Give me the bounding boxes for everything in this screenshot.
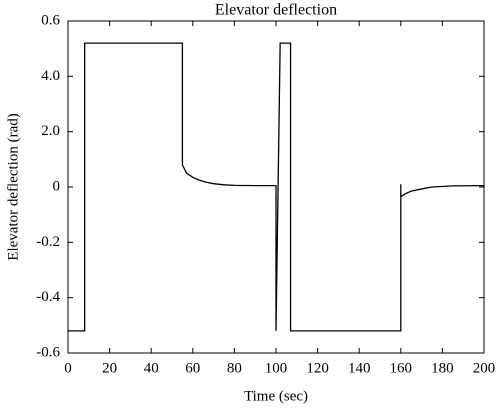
y-tick-label: 0.6 (41, 12, 60, 28)
x-tick-label: 140 (348, 360, 371, 376)
x-tick-label: 180 (431, 360, 454, 376)
x-tick-label: 120 (306, 360, 329, 376)
x-tick-label: 20 (102, 360, 117, 376)
x-tick-label: 40 (144, 360, 159, 376)
x-tick-label: 0 (64, 360, 72, 376)
x-tick-label: 60 (185, 360, 200, 376)
data-line (68, 42, 485, 332)
chart-title: Elevator deflection (215, 2, 337, 19)
x-tick-label: 200 (473, 360, 496, 376)
y-tick-label: 0 (53, 178, 61, 194)
y-tick-label: 2.0 (41, 123, 60, 139)
x-axis-label: Time (sec) (244, 388, 308, 404)
y-tick-label: -0.2 (36, 234, 60, 250)
y-tick-label: -0.6 (36, 344, 60, 360)
y-tick-label: -0.4 (36, 289, 60, 305)
y-axis-label: Elevator deflection (rad) (5, 113, 21, 260)
y-tick-label: 4.0 (41, 68, 60, 84)
x-tick-label: 80 (227, 360, 242, 376)
x-tick-label: 100 (265, 360, 288, 376)
x-tick-label: 160 (390, 360, 413, 376)
